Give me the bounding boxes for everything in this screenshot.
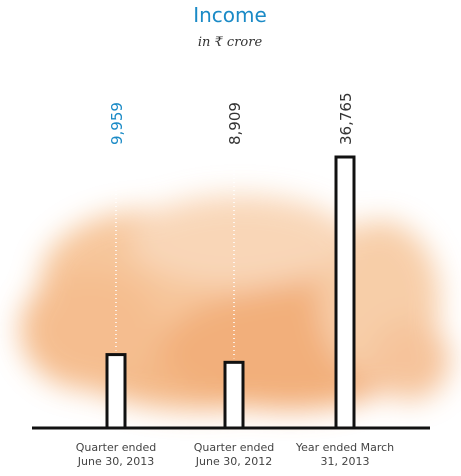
value-label: 9,959 bbox=[108, 102, 126, 145]
bar bbox=[105, 353, 127, 430]
bar bbox=[334, 155, 356, 430]
x-tick-label: Quarter ended June 30, 2012 bbox=[193, 441, 275, 468]
x-tick-label: Year ended March 31, 2013 bbox=[295, 441, 395, 468]
x-tick-label: Quarter ended June 30, 2013 bbox=[75, 441, 157, 468]
value-label: 36,765 bbox=[337, 93, 355, 146]
value-label: 8,909 bbox=[226, 102, 244, 145]
chart-subtitle: in ₹ crore bbox=[198, 35, 263, 50]
bar bbox=[223, 360, 245, 430]
chart-title: Income bbox=[193, 3, 267, 27]
